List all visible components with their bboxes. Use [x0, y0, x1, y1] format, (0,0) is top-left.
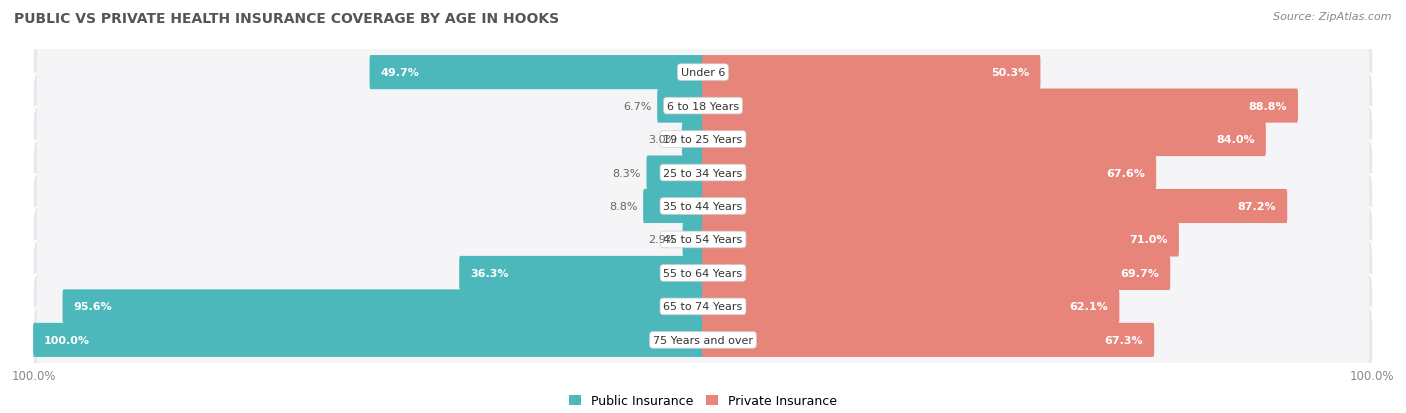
Text: 8.8%: 8.8%: [609, 202, 637, 211]
Text: 95.6%: 95.6%: [73, 301, 112, 312]
Text: 100.0%: 100.0%: [44, 335, 90, 345]
FancyBboxPatch shape: [702, 56, 1040, 90]
FancyBboxPatch shape: [34, 323, 704, 357]
FancyBboxPatch shape: [32, 208, 1374, 272]
Text: Under 6: Under 6: [681, 68, 725, 78]
Text: 19 to 25 Years: 19 to 25 Years: [664, 135, 742, 145]
FancyBboxPatch shape: [37, 179, 1369, 234]
FancyBboxPatch shape: [37, 45, 1369, 100]
FancyBboxPatch shape: [32, 241, 1374, 305]
Text: 8.3%: 8.3%: [613, 168, 641, 178]
Text: 67.3%: 67.3%: [1105, 335, 1143, 345]
FancyBboxPatch shape: [643, 190, 704, 223]
FancyBboxPatch shape: [702, 156, 1156, 190]
Text: 84.0%: 84.0%: [1216, 135, 1254, 145]
FancyBboxPatch shape: [702, 190, 1288, 223]
Text: 65 to 74 Years: 65 to 74 Years: [664, 301, 742, 312]
FancyBboxPatch shape: [32, 41, 1374, 105]
FancyBboxPatch shape: [702, 256, 1170, 290]
Text: 88.8%: 88.8%: [1249, 101, 1286, 112]
FancyBboxPatch shape: [37, 146, 1369, 200]
FancyBboxPatch shape: [702, 290, 1119, 324]
FancyBboxPatch shape: [682, 123, 704, 157]
FancyBboxPatch shape: [702, 323, 1154, 357]
FancyBboxPatch shape: [702, 223, 1178, 257]
Text: PUBLIC VS PRIVATE HEALTH INSURANCE COVERAGE BY AGE IN HOOKS: PUBLIC VS PRIVATE HEALTH INSURANCE COVER…: [14, 12, 560, 26]
FancyBboxPatch shape: [32, 275, 1374, 339]
Text: 6.7%: 6.7%: [623, 101, 651, 112]
FancyBboxPatch shape: [37, 79, 1369, 134]
FancyBboxPatch shape: [370, 56, 704, 90]
Text: 49.7%: 49.7%: [381, 68, 419, 78]
Text: 3.0%: 3.0%: [648, 135, 676, 145]
FancyBboxPatch shape: [37, 112, 1369, 167]
FancyBboxPatch shape: [32, 308, 1374, 372]
Text: 71.0%: 71.0%: [1129, 235, 1168, 245]
FancyBboxPatch shape: [32, 74, 1374, 138]
FancyBboxPatch shape: [657, 89, 704, 123]
FancyBboxPatch shape: [37, 213, 1369, 267]
FancyBboxPatch shape: [62, 290, 704, 324]
FancyBboxPatch shape: [702, 89, 1298, 123]
Text: 69.7%: 69.7%: [1121, 268, 1159, 278]
FancyBboxPatch shape: [702, 123, 1265, 157]
Text: 25 to 34 Years: 25 to 34 Years: [664, 168, 742, 178]
FancyBboxPatch shape: [32, 108, 1374, 172]
Text: 75 Years and over: 75 Years and over: [652, 335, 754, 345]
FancyBboxPatch shape: [682, 223, 704, 257]
FancyBboxPatch shape: [37, 279, 1369, 334]
Text: 36.3%: 36.3%: [470, 268, 509, 278]
FancyBboxPatch shape: [460, 256, 704, 290]
FancyBboxPatch shape: [37, 313, 1369, 368]
Text: 67.6%: 67.6%: [1107, 168, 1144, 178]
Text: 6 to 18 Years: 6 to 18 Years: [666, 101, 740, 112]
Text: 35 to 44 Years: 35 to 44 Years: [664, 202, 742, 211]
FancyBboxPatch shape: [32, 174, 1374, 239]
Text: 2.9%: 2.9%: [648, 235, 676, 245]
Text: 55 to 64 Years: 55 to 64 Years: [664, 268, 742, 278]
Text: 87.2%: 87.2%: [1237, 202, 1277, 211]
Legend: Public Insurance, Private Insurance: Public Insurance, Private Insurance: [568, 394, 838, 408]
Text: 50.3%: 50.3%: [991, 68, 1029, 78]
Text: 62.1%: 62.1%: [1070, 301, 1108, 312]
Text: 45 to 54 Years: 45 to 54 Years: [664, 235, 742, 245]
Text: Source: ZipAtlas.com: Source: ZipAtlas.com: [1274, 12, 1392, 22]
FancyBboxPatch shape: [647, 156, 704, 190]
FancyBboxPatch shape: [37, 246, 1369, 301]
FancyBboxPatch shape: [32, 141, 1374, 205]
